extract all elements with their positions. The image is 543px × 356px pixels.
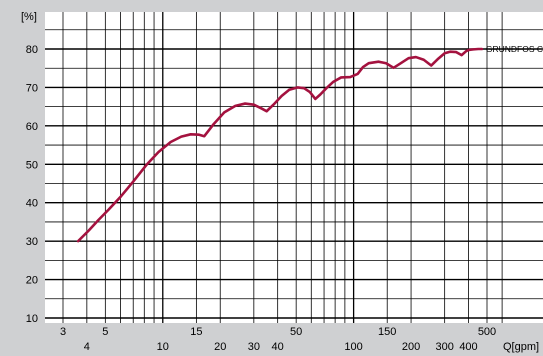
x-tick-label: 300: [435, 341, 453, 353]
x-tick-label: 100: [344, 341, 362, 353]
x-tick-label: 40: [272, 341, 284, 353]
x-axis-label: Q[gpm]: [503, 341, 539, 353]
x-tick-label: 50: [290, 326, 302, 338]
y-tick-label: 60: [26, 121, 38, 133]
x-axis-tick-labels: 3 5 15 50 150 500 4 10 20 30 40 100 200 300 400: [60, 326, 496, 353]
series-line: [76, 47, 484, 243]
y-tick-label: 20: [26, 275, 38, 287]
x-tick-label: 400: [459, 341, 477, 353]
y-tick-label: 70: [26, 82, 38, 94]
series-label: GRUNDFOS C: [486, 44, 543, 54]
y-tick-label: 30: [26, 236, 38, 248]
series-layer: GRUNDFOS C: [76, 44, 543, 243]
y-axis-tick-labels: 10 20 30 40 50 60 70 80: [26, 44, 38, 325]
y-tick-label: 80: [26, 44, 38, 56]
grid: [45, 12, 543, 323]
x-tick-label: 200: [402, 341, 420, 353]
x-tick-label: 3: [60, 326, 66, 338]
y-tick-label: 50: [26, 159, 38, 171]
y-axis-label: [%]: [21, 11, 37, 23]
plot-area: [45, 12, 543, 323]
x-tick-label: 5: [102, 326, 108, 338]
x-tick-label: 500: [478, 326, 496, 338]
x-tick-label: 10: [157, 341, 169, 353]
x-tick-label: 15: [190, 326, 202, 338]
x-tick-label: 150: [378, 326, 396, 338]
y-tick-label: 40: [26, 198, 38, 210]
y-tick-label: 10: [26, 313, 38, 325]
x-tick-label: 20: [214, 341, 226, 353]
x-tick-label: 30: [248, 341, 260, 353]
x-tick-label: 4: [84, 341, 90, 353]
